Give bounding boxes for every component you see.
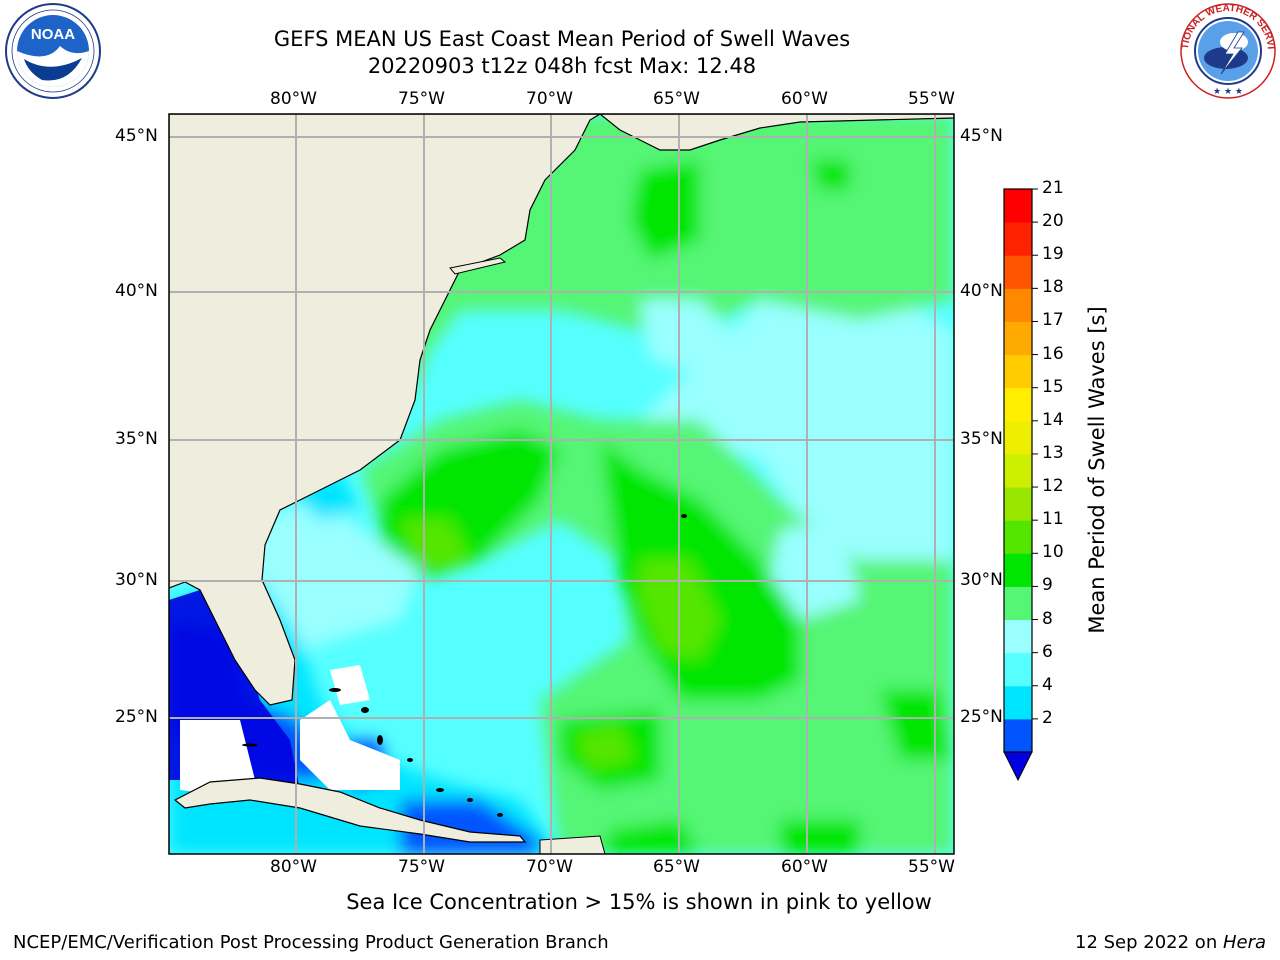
colorbar-tick-label: 14 — [1042, 409, 1064, 430]
colorbar-tick-label: 18 — [1042, 277, 1064, 298]
colorbar-bin — [1004, 189, 1032, 223]
lat-label-right: 45°N — [960, 126, 1003, 146]
colorbar-bin — [1004, 288, 1032, 322]
colorbar-tick-label: 16 — [1042, 343, 1064, 364]
sea-ice-note: Sea Ice Concentration > 15% is shown in … — [346, 890, 932, 914]
lat-label-left: 25°N — [115, 707, 158, 727]
lon-label-top: 60°W — [781, 89, 828, 109]
colorbar-tick-label: 2 — [1042, 707, 1053, 728]
colorbar-tick-label: 17 — [1042, 310, 1064, 331]
lat-label-left: 30°N — [115, 570, 158, 590]
land-cuba — [173, 777, 527, 843]
colorbar-bin — [1004, 718, 1032, 753]
lon-label-bottom: 65°W — [653, 857, 700, 877]
lat-label-right: 40°N — [960, 281, 1003, 301]
colorbar-tick-label: 10 — [1042, 542, 1064, 563]
lon-label-bottom: 60°W — [781, 857, 828, 877]
lat-label-right: 30°N — [960, 570, 1003, 590]
lat-label-left: 45°N — [115, 126, 158, 146]
lon-label-bottom: 55°W — [908, 857, 955, 877]
colorbar-bin — [1004, 453, 1032, 488]
noaa-logo-text: NOAA — [31, 26, 75, 43]
colorbar-tick-label: 4 — [1042, 674, 1053, 695]
map-subtitle: 20220903 t12z 048h fcst Max: 12.48 — [367, 54, 757, 78]
colorbar-bin — [1004, 420, 1032, 455]
lat-label-left: 35°N — [115, 429, 158, 449]
colorbar-tick-label: 13 — [1042, 442, 1064, 463]
colorbar-bin — [1004, 255, 1032, 289]
colorbar-bin — [1004, 685, 1032, 720]
lon-label-bottom: 75°W — [398, 857, 445, 877]
footer-credit: NCEP/EMC/Verification Post Processing Pr… — [13, 932, 609, 953]
colorbar-tick-label: 9 — [1042, 575, 1053, 596]
colorbar-bin — [1004, 586, 1032, 621]
lon-label-top: 75°W — [398, 89, 445, 109]
colorbar-bin — [1004, 222, 1032, 256]
map-frame — [168, 113, 955, 855]
colorbar-bin — [1004, 321, 1032, 356]
colorbar-extend-arrow — [1003, 751, 1033, 782]
svg-text:★ ★ ★: ★ ★ ★ — [1213, 87, 1243, 97]
footer-date: 12 Sep 2022 on Hera — [1075, 932, 1266, 953]
colorbar-bin — [1004, 354, 1032, 389]
nws-logo-icon: NATIONAL WEATHER SERVICE ★ ★ ★ — [1178, 2, 1276, 99]
colorbar-tick-label: 19 — [1042, 244, 1064, 265]
colorbar-tick-label: 11 — [1042, 509, 1064, 530]
lon-label-top: 55°W — [908, 89, 955, 109]
lon-label-top: 80°W — [270, 89, 317, 109]
colorbar-bin — [1004, 387, 1032, 422]
footer-host: Hera — [1222, 932, 1266, 953]
lat-label-right: 25°N — [960, 707, 1003, 727]
colorbar-bin — [1004, 652, 1032, 687]
lon-label-bottom: 80°W — [270, 857, 317, 877]
colorbar-bin — [1004, 520, 1032, 554]
colorbar-bin — [1004, 619, 1032, 654]
colorbar-tick-label: 6 — [1042, 641, 1053, 662]
colorbar-tick-label: 21 — [1042, 178, 1064, 198]
land-north-america — [169, 114, 602, 706]
colorbar-tick-label: 12 — [1042, 476, 1064, 497]
colorbar-frame — [1003, 188, 1033, 753]
map-title: GEFS MEAN US East Coast Mean Period of S… — [273, 27, 851, 51]
lat-label-left: 40°N — [115, 281, 158, 301]
noaa-logo-icon: NOAA — [5, 3, 101, 99]
colorbar-tick-label: 15 — [1042, 376, 1064, 397]
colorbar-bin — [1004, 553, 1032, 587]
map-gridlines — [169, 114, 954, 854]
bahamas-islands — [242, 514, 687, 817]
lon-label-top: 65°W — [653, 89, 700, 109]
lon-label-top: 70°W — [526, 89, 573, 109]
colorbar-label: Mean Period of Swell Waves [s] — [1085, 306, 1109, 634]
colorbar-tick-label: 20 — [1042, 211, 1064, 232]
colorbar-bin — [1004, 487, 1032, 521]
colorbar-tick-label: 8 — [1042, 608, 1053, 629]
lon-label-bottom: 70°W — [526, 857, 573, 877]
lat-label-right: 35°N — [960, 429, 1003, 449]
